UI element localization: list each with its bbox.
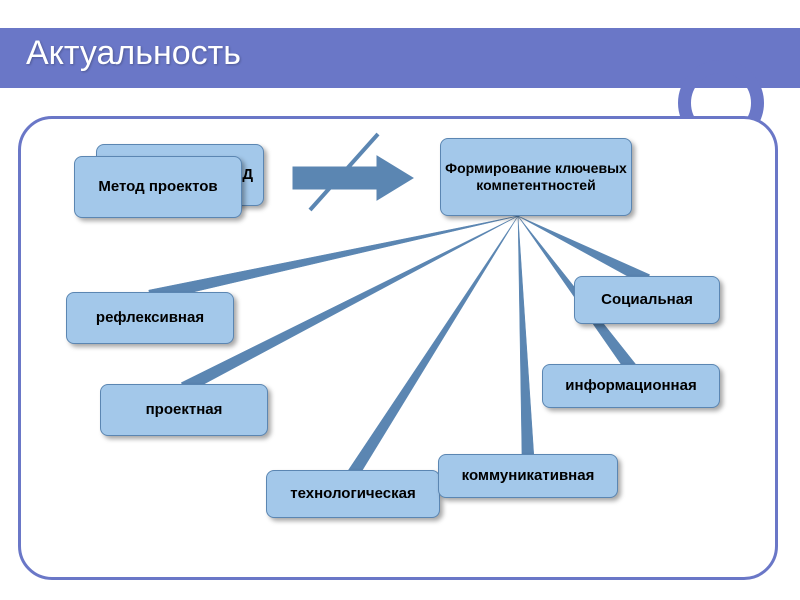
source-node: Метод проектов: [74, 156, 242, 218]
child-node: Социальная: [574, 276, 720, 324]
hub-node: Формирование ключевых компетентностей: [440, 138, 632, 216]
child-label: информационная: [565, 377, 696, 395]
hub-node-label: Формирование ключевых компетентностей: [445, 160, 627, 194]
child-label: рефлексивная: [96, 309, 204, 327]
slide-title: Актуальность: [26, 34, 241, 73]
child-node: рефлексивная: [66, 292, 234, 344]
child-label: Социальная: [601, 291, 693, 309]
child-node: коммуникативная: [438, 454, 618, 498]
child-node: информационная: [542, 364, 720, 408]
child-node: технологическая: [266, 470, 440, 518]
child-label: технологическая: [290, 485, 415, 503]
child-node: проектная: [100, 384, 268, 436]
child-label: коммуникативная: [462, 467, 595, 485]
source-node-label: Метод проектов: [98, 178, 217, 196]
child-label: проектная: [146, 401, 223, 419]
source-node-shadow-label: Д: [242, 166, 253, 184]
